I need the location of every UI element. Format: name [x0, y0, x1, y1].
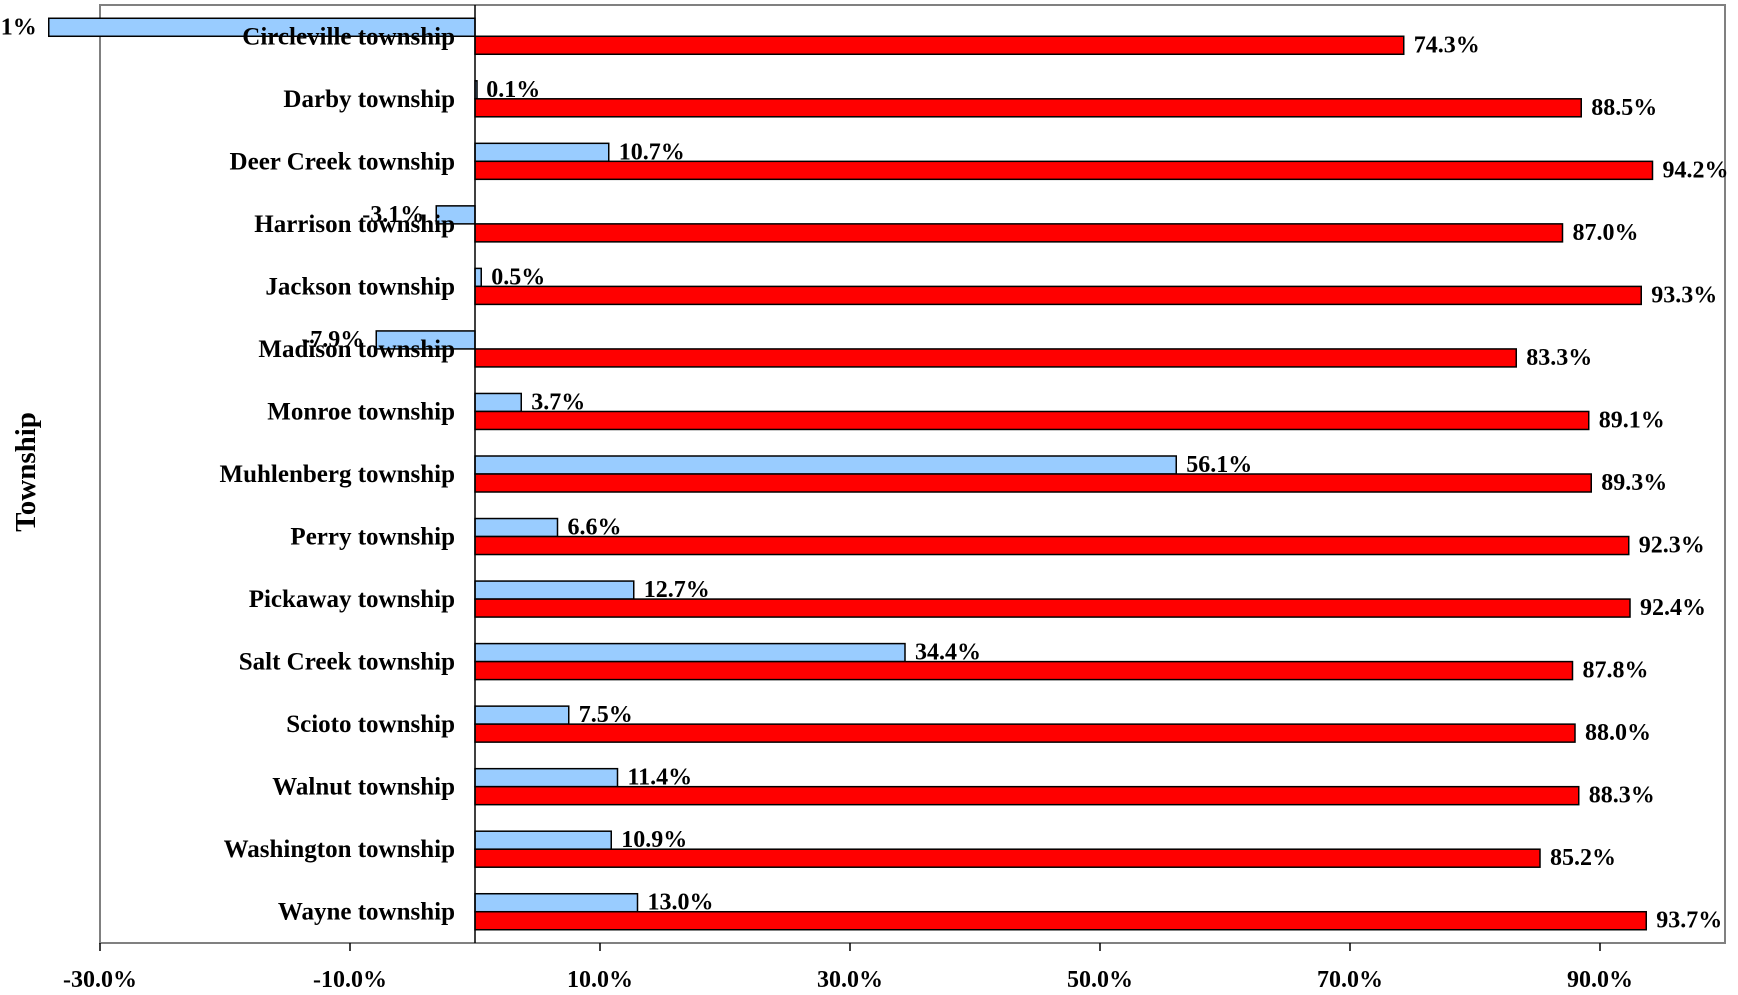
bar-share — [474, 285, 1642, 306]
bar-share — [474, 660, 1574, 681]
value-label-change: -7.9% — [302, 327, 364, 353]
value-label-share: 93.7% — [1656, 908, 1722, 934]
value-label-change: 10.7% — [619, 139, 685, 165]
bar-share — [474, 348, 1517, 368]
category-label: Deer Creek township — [230, 148, 455, 175]
category-label: Salt Creek township — [239, 649, 455, 676]
bar-share — [474, 535, 1630, 556]
value-label-change: 13.0% — [648, 890, 714, 916]
bar-change — [474, 267, 482, 288]
value-label-share: 88.0% — [1585, 720, 1651, 746]
x-tick-label: -10.0% — [313, 967, 387, 993]
x-axis-ticks: -30.0% -10.0% 10.0% 30.0% 50.0% 70.0% 90.0% — [63, 943, 1633, 993]
bar-share — [474, 723, 1576, 743]
bar-change — [474, 642, 906, 663]
value-label-share: 85.2% — [1550, 845, 1616, 871]
y-axis-title: Township — [10, 412, 42, 532]
bar-change — [474, 142, 610, 163]
value-label-change: 6.6% — [568, 515, 622, 541]
x-tick-label: 30.0% — [817, 967, 883, 993]
value-labels: -34.1% 74.3% 0.1% 88.5% 10.7% 94.2% -3.1% 87.0%… — [0, 14, 1729, 933]
value-label-change: 56.1% — [1186, 452, 1252, 478]
x-tick-label: 10.0% — [567, 967, 633, 993]
category-label: Pickaway township — [249, 586, 455, 613]
value-label-change: 0.5% — [491, 264, 545, 290]
category-label: Washington township — [224, 836, 455, 863]
category-labels: Circleville township Darby township Deer C… — [220, 23, 455, 925]
value-label-change: 3.7% — [531, 389, 585, 415]
bar-change — [474, 455, 1177, 475]
category-label: Darby township — [283, 86, 455, 113]
value-label-change: 0.1% — [486, 77, 540, 103]
value-label-change: -34.1% — [0, 14, 37, 40]
value-label-share: 89.1% — [1599, 407, 1665, 433]
bars-layer — [48, 17, 1654, 931]
bar-share — [474, 35, 1405, 56]
value-label-change: 12.7% — [644, 577, 710, 603]
value-label-change: 7.5% — [579, 702, 633, 728]
category-label: Scioto township — [286, 711, 455, 738]
x-tick-label: 90.0% — [1567, 967, 1633, 993]
bar-change — [474, 830, 612, 850]
value-label-share: 92.4% — [1640, 595, 1706, 621]
bar-share — [474, 223, 1564, 243]
bar-change — [474, 392, 522, 413]
value-label-change: 10.9% — [621, 827, 687, 853]
category-label: Circleville township — [242, 23, 455, 50]
value-label-share: 93.3% — [1651, 282, 1717, 308]
category-label: Muhlenberg township — [220, 461, 455, 488]
value-label-share: 87.8% — [1583, 658, 1649, 684]
value-label-change: 34.4% — [915, 640, 981, 666]
bar-share — [474, 473, 1592, 493]
category-label: Walnut township — [272, 774, 455, 801]
x-tick-label: -30.0% — [63, 967, 137, 993]
value-label-share: 74.3% — [1414, 32, 1480, 58]
category-label: Perry township — [290, 524, 455, 551]
x-tick-label: 70.0% — [1317, 967, 1383, 993]
category-label: Madison township — [258, 336, 455, 363]
bar-change — [474, 767, 619, 788]
bar-share — [474, 98, 1582, 118]
category-label: Harrison township — [254, 211, 455, 238]
category-label: Monroe township — [267, 398, 455, 425]
bar-change — [474, 705, 570, 725]
bar-change — [474, 892, 639, 913]
value-label-share: 87.0% — [1573, 220, 1639, 246]
x-tick-label: 50.0% — [1067, 967, 1133, 993]
value-label-change: 11.4% — [628, 765, 693, 791]
bar-change — [474, 517, 559, 538]
value-label-change: -3.1% — [362, 202, 424, 228]
value-label-share: 89.3% — [1601, 470, 1667, 496]
category-label: Wayne township — [278, 899, 455, 926]
value-label-share: 92.3% — [1639, 533, 1705, 559]
value-label-share: 94.2% — [1663, 157, 1729, 183]
category-label: Jackson township — [265, 273, 455, 300]
bar-share — [474, 410, 1590, 431]
value-label-share: 83.3% — [1526, 345, 1592, 371]
value-label-share: 88.3% — [1589, 783, 1655, 809]
value-label-share: 88.5% — [1591, 95, 1657, 121]
bar-change — [474, 580, 635, 600]
